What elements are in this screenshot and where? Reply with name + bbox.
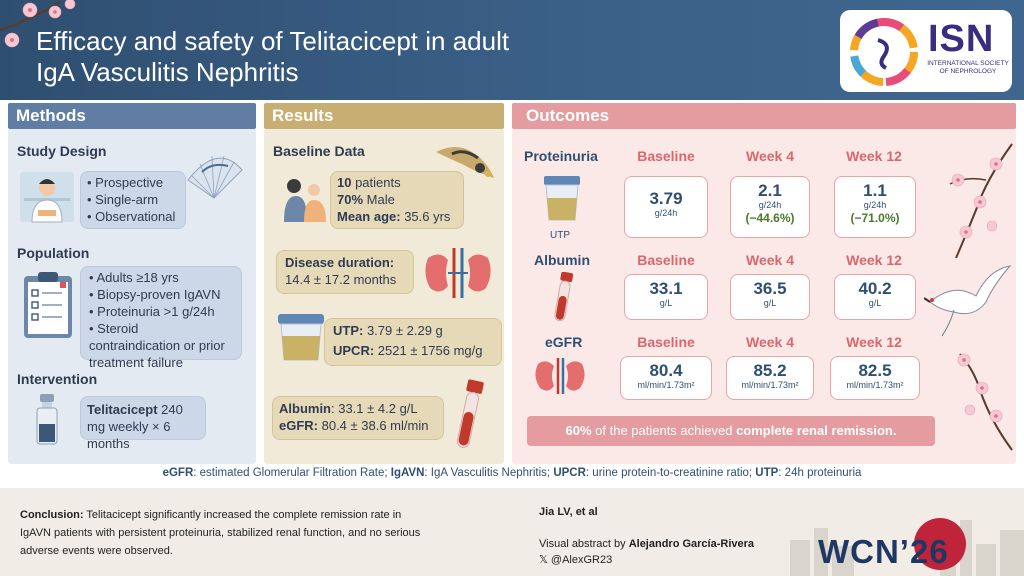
col-week-12-albumin: Week 12 <box>846 252 902 268</box>
clipboard-icon <box>24 272 72 338</box>
patients-icon <box>284 179 326 222</box>
upcr-line: UPCR: 2521 ± 1756 mg/g <box>333 343 483 358</box>
col-baseline-albumin: Baseline <box>637 252 695 268</box>
albumin-egfr-box: Albumin: 33.1 ± 4.2 g/L eGFR: 80.4 ± 38.… <box>272 396 444 440</box>
drug-dose: 240 mg weekly × 6 months <box>87 402 183 451</box>
patients-count: 10 patients <box>337 175 401 190</box>
list-item: • Biopsy-proven IgAVN <box>89 287 221 302</box>
cherry-branch-icon <box>949 143 1013 259</box>
congress-logo: WCN’26 <box>818 533 949 570</box>
list-item: • Steroid contraindication or prior trea… <box>89 321 225 370</box>
bird-icon <box>436 147 494 178</box>
abbreviations: eGFR: estimated Glomerular Filtration Ra… <box>162 467 862 479</box>
disease-duration-box: Disease duration: 14.4 ± 17.2 months <box>276 250 414 294</box>
utp-cup-icon <box>544 176 580 221</box>
blood-tube-icon <box>456 379 484 448</box>
outcomes-tab: Outcomes <box>512 103 1016 129</box>
x-handle[interactable]: 𝕏 @AlexGR23 <box>539 554 613 566</box>
visual-abstract-credit: Visual abstract by Alejandro García-Rive… <box>539 538 755 566</box>
isn-logo-icon <box>850 18 918 86</box>
title-line-2: IgA Vasculitis Nephritis <box>36 57 299 87</box>
population-heading: Population <box>17 245 90 261</box>
egfr-kidney-icon <box>535 358 585 394</box>
patients-box: 10 patients 70% Male Mean age: 35.6 yrs <box>330 171 464 229</box>
row-proteinuria: Proteinuria <box>524 148 598 164</box>
logo-subtitle: INTERNATIONAL SOCIETY OF NEPHROLOGY <box>927 60 1009 75</box>
utp-line: UTP: 3.79 ± 2.29 g <box>333 323 443 338</box>
skyline-icon <box>790 518 1024 576</box>
baseline-heading: Baseline Data <box>273 143 365 159</box>
albumin-baseline-cell: 33.1 g/L <box>624 274 708 320</box>
list-item: • Single-arm <box>87 192 159 207</box>
egfr-line: eGFR: 80.4 ± 38.6 ml/min <box>279 418 429 433</box>
doctor-icon <box>20 172 74 223</box>
duration-value: 14.4 ± 17.2 months <box>285 272 397 287</box>
row-egfr: eGFR <box>545 334 583 350</box>
albumin-line: Albumin: 33.1 ± 4.2 g/L <box>279 401 418 416</box>
cherry-branch-lower-icon <box>957 353 1013 451</box>
author: Jia LV, et al <box>539 506 598 518</box>
egfr-week12-cell: 82.5 ml/min/1.73m² <box>830 356 920 400</box>
list-item: • Prospective <box>87 175 164 190</box>
col-week-12-egfr: Week 12 <box>846 334 902 350</box>
population-box: • Adults ≥18 yrs • Biopsy-proven IgAVN •… <box>80 266 242 370</box>
drug-name: Telitacicept <box>87 402 158 417</box>
col-week-4-egfr: Week 4 <box>746 334 794 350</box>
list-item: • Adults ≥18 yrs <box>89 270 179 285</box>
urine-cup-icon <box>278 314 324 361</box>
egfr-week4-cell: 85.2 ml/min/1.73m² <box>726 356 814 400</box>
albumin-week12-cell: 40.2 g/L <box>834 274 916 320</box>
fan-icon <box>187 155 243 199</box>
title-line-1: Efficacy and safety of Telitacicept in a… <box>36 26 510 56</box>
cherry-blossom-icon <box>0 0 76 48</box>
col-week-12: Week 12 <box>846 148 902 164</box>
urine-protein-box: UTP: 3.79 ± 2.29 g UPCR: 2521 ± 1756 mg/… <box>324 318 502 366</box>
study-design-box: • Prospective • Single-arm • Observation… <box>80 171 186 229</box>
egfr-baseline-cell: 80.4 ml/min/1.73m² <box>620 356 712 400</box>
row-albumin: Albumin <box>534 252 590 268</box>
remission-banner: 60% of the patients achieved complete re… <box>527 416 935 446</box>
list-item: • Observational <box>87 209 176 224</box>
results-tab: Results <box>264 103 504 129</box>
col-baseline: Baseline <box>637 148 695 164</box>
proteinuria-week4-cell: 2.1 g/24h (−44.6%) <box>730 176 810 238</box>
vial-icon <box>36 394 58 445</box>
col-baseline-egfr: Baseline <box>637 334 695 350</box>
col-week-4-albumin: Week 4 <box>746 252 794 268</box>
duration-label: Disease duration: <box>285 255 395 270</box>
conclusion-text: Conclusion: Telitacicept significantly i… <box>20 509 421 557</box>
albumin-tube-icon <box>554 272 574 322</box>
methods-tab: Methods <box>8 103 256 129</box>
study-design-heading: Study Design <box>17 143 107 159</box>
logo-name: ISN <box>928 18 995 60</box>
intervention-heading: Intervention <box>17 371 98 387</box>
kidney-icon <box>425 248 491 298</box>
albumin-week4-cell: 36.5 g/L <box>730 274 810 320</box>
crane-icon <box>924 265 1012 337</box>
col-week-4: Week 4 <box>746 148 794 164</box>
list-item: • Proteinuria >1 g/24h <box>89 304 215 319</box>
male-percent: 70% Male <box>337 192 395 207</box>
proteinuria-baseline-cell: 3.79 g/24h <box>624 176 708 238</box>
page-title: Efficacy and safety of Telitacicept in a… <box>36 26 636 88</box>
proteinuria-week12-cell: 1.1 g/24h (−71.0%) <box>834 176 916 238</box>
utp-icon-label: UTP <box>550 230 570 241</box>
intervention-box: Telitacicept 240 mg weekly × 6 months <box>80 396 206 451</box>
mean-age: Mean age: 35.6 yrs <box>337 209 451 224</box>
